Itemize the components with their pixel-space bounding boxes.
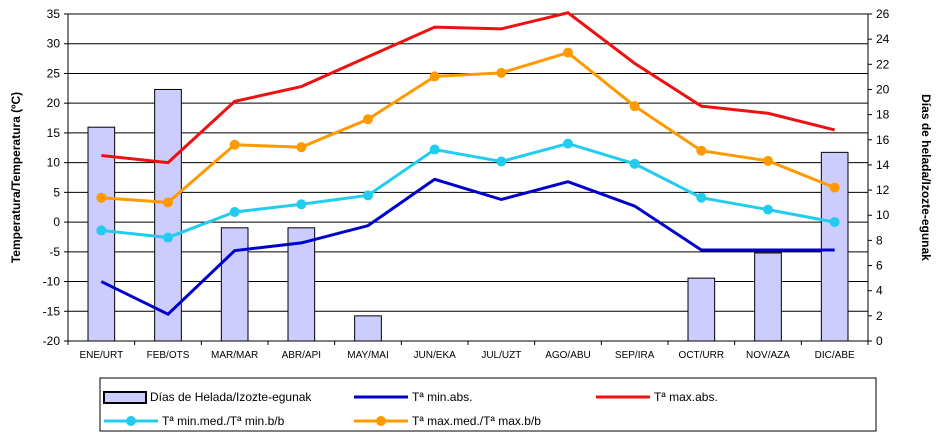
legend-item: Tª min.med./Tª min.b/b <box>104 414 285 428</box>
series-point-2 <box>629 158 640 169</box>
x-tick-label: JUN/EKA <box>414 350 457 361</box>
series-point-3 <box>163 197 173 208</box>
left-tick-label: 20 <box>47 96 61 110</box>
series-point-2 <box>363 190 373 201</box>
bar-frost-days <box>220 227 249 342</box>
left-tick-label: 15 <box>47 126 61 140</box>
right-tick-label: 0 <box>876 334 883 348</box>
y-axis-left-label: Temperatura/Temperatura (ºC) <box>9 92 23 263</box>
left-tick-label: -15 <box>43 304 61 318</box>
series-point-3 <box>763 155 773 166</box>
legend-label: Tª min.med./Tª min.b/b <box>162 414 285 428</box>
series-point-2 <box>96 225 107 236</box>
x-tick-label: ABR/API <box>282 350 321 361</box>
series-point-3 <box>229 139 240 150</box>
plot-border <box>67 13 869 342</box>
left-tick-label: 10 <box>47 156 61 170</box>
series-point-3 <box>363 114 373 125</box>
series-point-2 <box>696 192 707 203</box>
right-tick-label: 4 <box>876 284 883 298</box>
legend-item: Días de Helada/Izozte-egunak <box>103 390 312 404</box>
bar-series-frost-days <box>87 88 849 342</box>
bar-frost-days <box>754 252 782 342</box>
right-tick-label: 6 <box>876 259 883 273</box>
x-tick-label: OCT/URR <box>679 350 725 361</box>
legend-label: Tª max.abs. <box>654 390 718 404</box>
x-tick-label: AGO/ABU <box>545 350 591 361</box>
right-tick-label: 20 <box>876 82 890 96</box>
series-point-2 <box>829 217 840 228</box>
bar-frost-days <box>154 88 182 342</box>
series-point-2 <box>763 204 773 215</box>
legend-box <box>99 377 877 432</box>
series-line-3 <box>101 50 836 205</box>
x-tick-label: MAY/MAI <box>347 350 388 361</box>
series-point-2 <box>296 199 307 210</box>
legend-item: Tª max.med./Tª max.b/b <box>354 414 541 428</box>
legend-swatch-marker <box>376 416 386 426</box>
right-tick-label: 14 <box>876 158 890 172</box>
series-point-3 <box>429 71 440 82</box>
left-tick-label: 5 <box>53 185 60 199</box>
legend-item: Tª max.abs. <box>596 390 718 404</box>
right-tick-label: 12 <box>876 183 890 197</box>
series-point-3 <box>296 142 307 153</box>
x-tick-label: JUL/UZT <box>481 350 521 361</box>
series-point-3 <box>496 67 507 78</box>
left-axis-ticks: -20 -15 -10 -5 0 5 10 15 20 25 30 35 <box>43 7 68 348</box>
series-point-2 <box>229 206 240 217</box>
series-point-2 <box>163 232 173 243</box>
series-line-1 <box>101 11 836 165</box>
right-tick-label: 10 <box>876 208 890 222</box>
left-tick-label: 0 <box>53 215 60 229</box>
x-tick-label: NOV/AZA <box>746 350 790 361</box>
series-point-3 <box>96 192 107 203</box>
gridlines <box>68 13 868 342</box>
left-tick-label: 25 <box>47 66 61 80</box>
bar-frost-days <box>354 315 382 342</box>
series-point-3 <box>629 101 640 112</box>
right-tick-label: 2 <box>876 309 883 323</box>
series-point-2 <box>496 156 507 167</box>
bar-frost-days <box>687 277 716 342</box>
y-axis-right-label: Días de helada/Izozte-egunak <box>919 94 933 261</box>
left-tick-label: -10 <box>43 275 61 289</box>
series-point-3 <box>696 145 707 156</box>
right-tick-label: 16 <box>876 133 890 147</box>
right-tick-label: 26 <box>876 7 890 21</box>
right-tick-label: 22 <box>876 57 890 71</box>
right-tick-label: 8 <box>876 233 883 247</box>
right-tick-label: 18 <box>876 108 890 122</box>
series-point-2 <box>563 138 573 149</box>
left-tick-label: 35 <box>47 7 61 21</box>
legend-swatch-bar <box>103 391 147 404</box>
x-tick-label: ENE/URT <box>79 350 123 361</box>
series-line-2 <box>101 142 835 240</box>
left-tick-label: -20 <box>43 334 61 348</box>
line-series <box>96 11 840 317</box>
series-point-3 <box>829 182 840 193</box>
x-tick-label: FEB/OTS <box>147 350 190 361</box>
bar-frost-days <box>820 151 849 342</box>
series-point-2 <box>429 144 440 155</box>
x-tick-label: MAR/MAR <box>211 350 258 361</box>
right-tick-label: 24 <box>876 32 890 46</box>
legend-label: Días de Helada/Izozte-egunak <box>150 390 312 404</box>
legend-item: Tª min.abs. <box>354 390 472 404</box>
legend-label: Tª max.med./Tª max.b/b <box>412 414 541 428</box>
x-axis-ticks: ENE/URT FEB/OTS MAR/MAR ABR/API MAY/MAI JUN/E… <box>67 341 869 361</box>
legend-swatch-marker <box>126 416 136 426</box>
x-tick-label: SEP/IRA <box>615 350 655 361</box>
left-tick-label: -5 <box>49 245 60 259</box>
series-point-3 <box>563 47 573 58</box>
x-tick-label: DIC/ABE <box>815 350 855 361</box>
legend: Días de Helada/Izozte-egunak Tª min.abs. T… <box>99 377 877 432</box>
left-tick-label: 30 <box>47 37 61 51</box>
legend-label: Tª min.abs. <box>412 390 472 404</box>
series-line-0 <box>100 177 835 317</box>
